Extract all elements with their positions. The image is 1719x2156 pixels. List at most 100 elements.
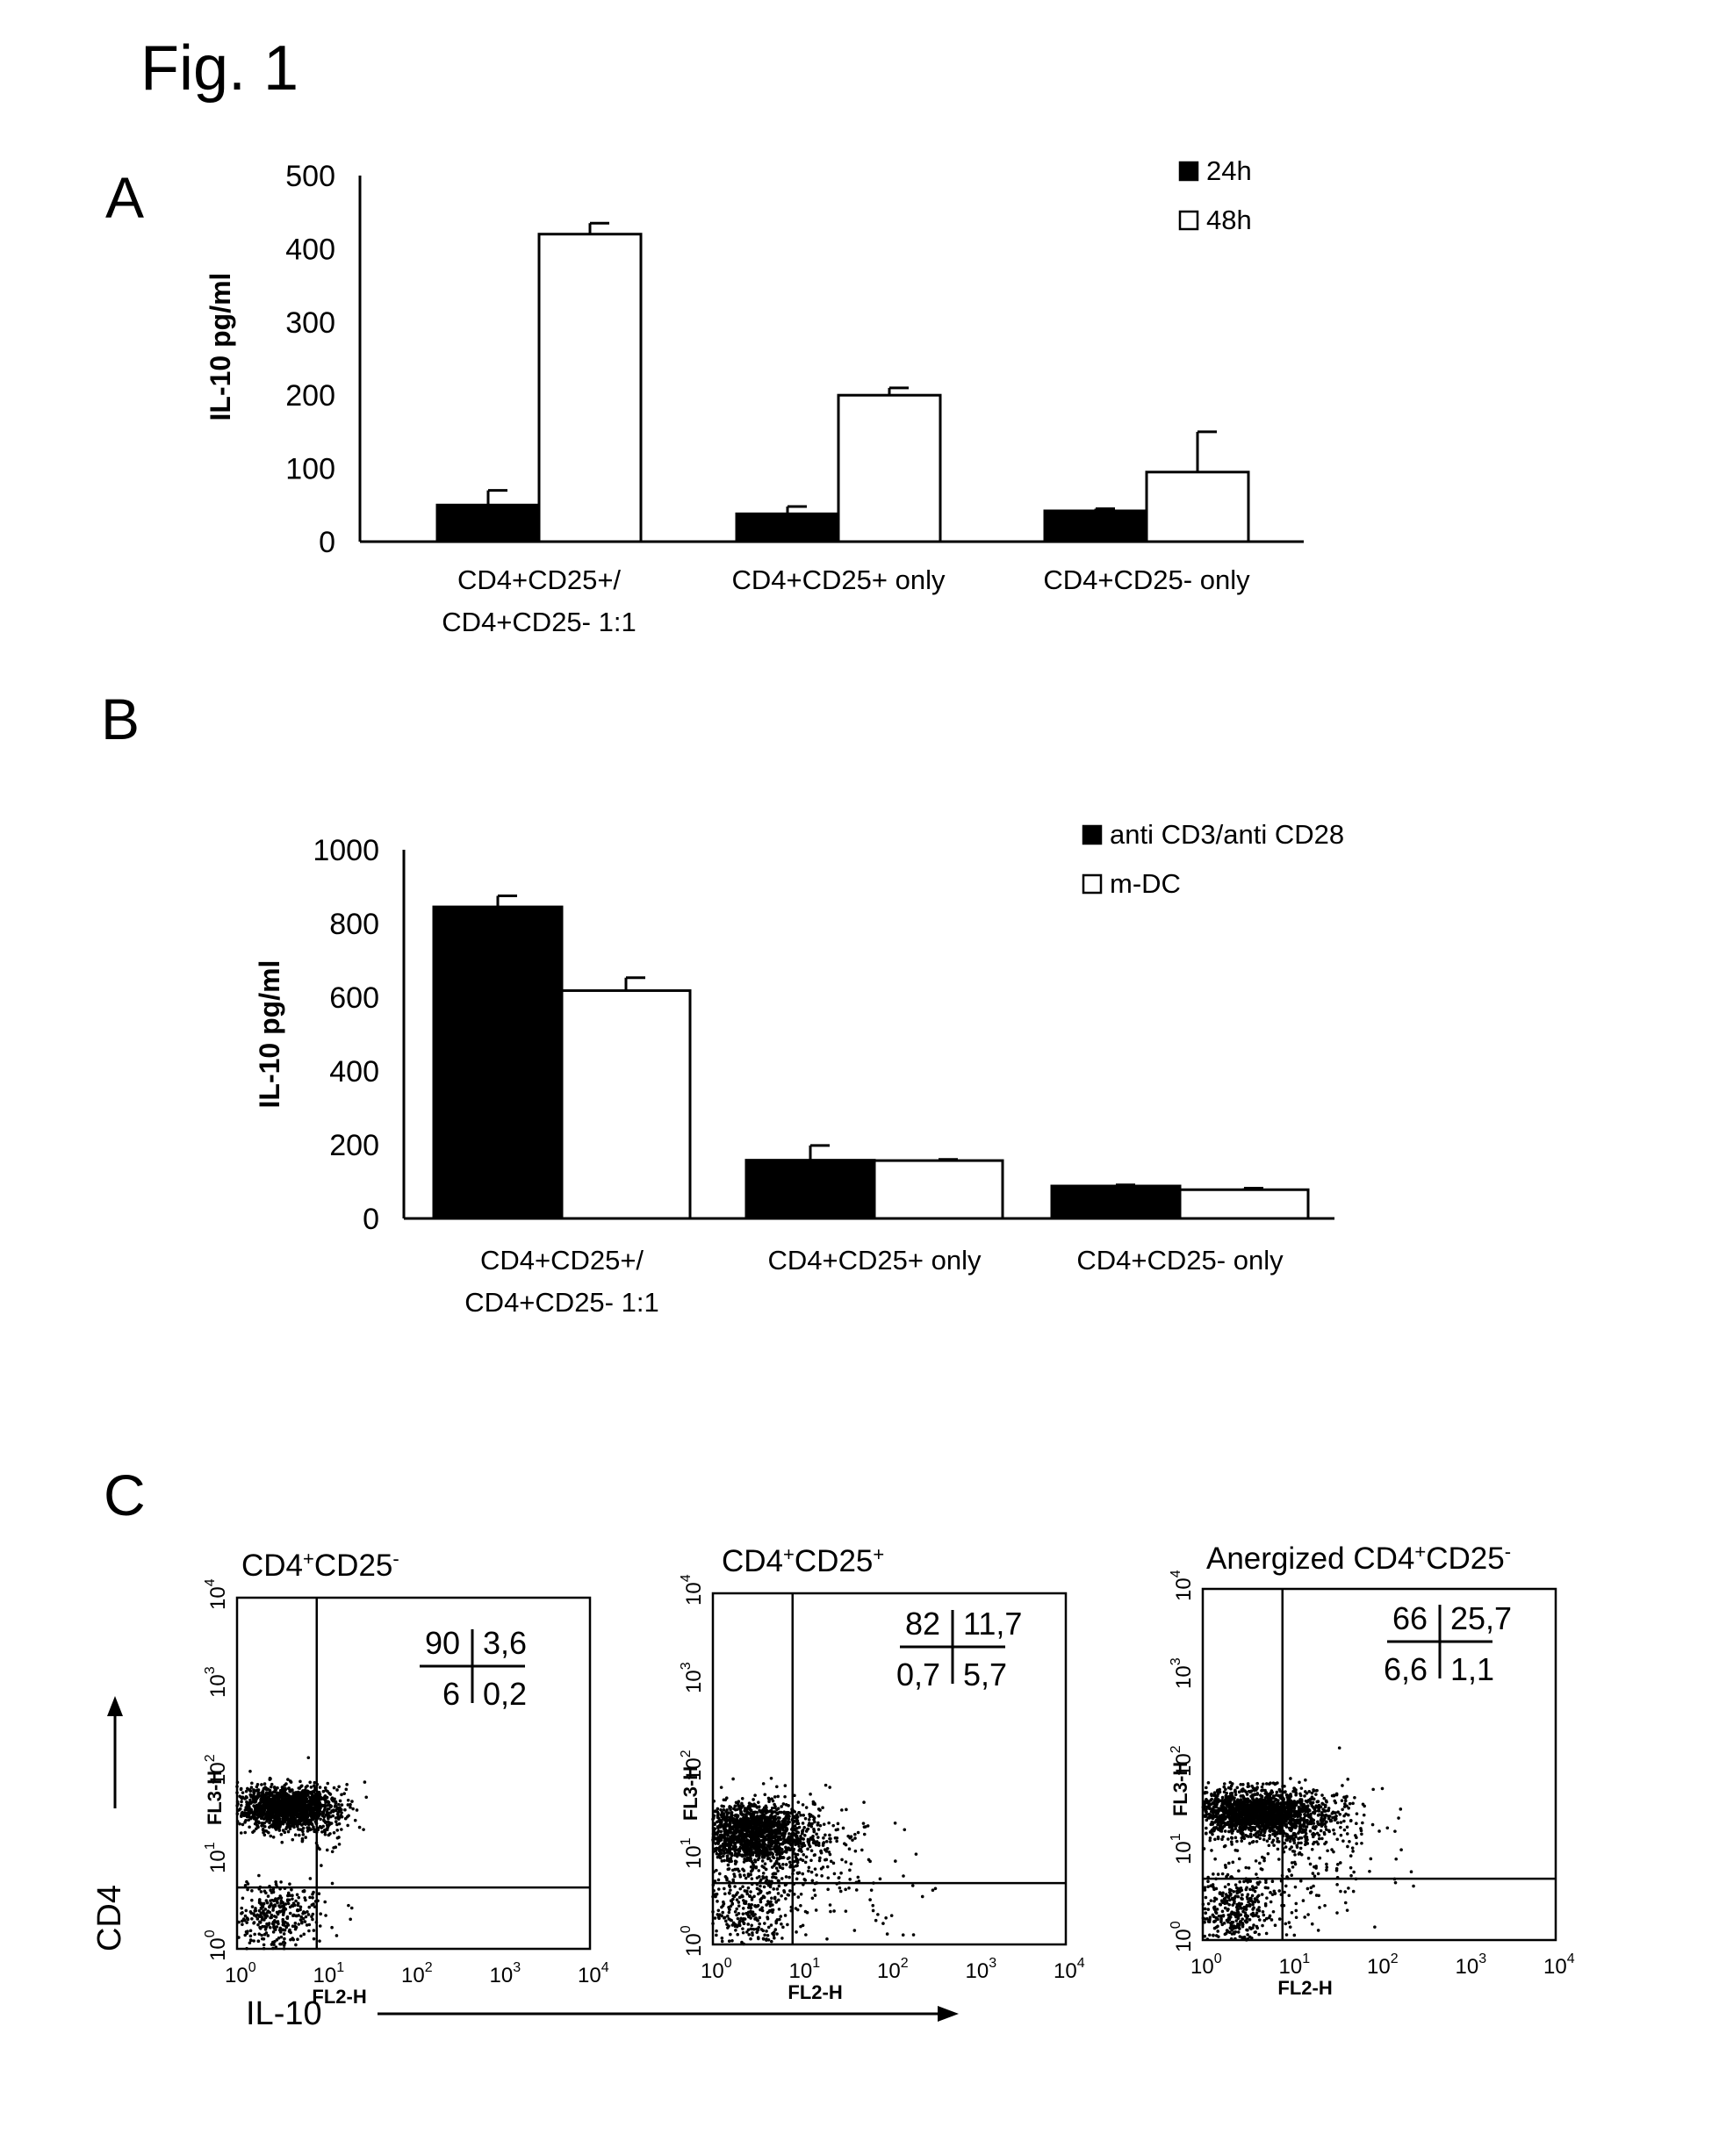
scatter-point [788,1848,792,1852]
scatter-point [309,1811,313,1815]
scatter-point [302,1809,306,1813]
y-tick-label: 104 [203,1578,230,1610]
scatter-point [825,1937,829,1941]
scatter-point [251,1830,255,1834]
scatter-point [763,1823,767,1828]
scatter-point [294,1813,298,1817]
scatter-point [795,1857,799,1861]
scatter-point [738,1807,743,1811]
scatter-point [277,1793,281,1797]
scatter-point [239,1831,243,1835]
scatter-point [262,1943,266,1947]
scatter-point [289,1808,292,1813]
scatter-point [746,1852,750,1857]
scatter-point [756,1800,760,1804]
scatter-point [730,1847,733,1851]
scatter-point [330,1796,334,1800]
scatter-point [862,1800,866,1804]
scatter-point [731,1897,735,1901]
scatter-point [256,1939,261,1944]
scatter-point [878,1877,882,1881]
scatter-point [308,1800,313,1803]
scatter-point [756,1819,759,1823]
scatter-point [317,1892,321,1895]
scatter-point [261,1828,265,1831]
scatter-point [291,1792,295,1795]
scatter-point [813,1894,817,1897]
scatter-point [337,1802,341,1807]
scatter-point [291,1806,295,1810]
scatter-point [720,1820,723,1824]
scatter-point [250,1898,254,1902]
scatter-point [868,1859,872,1864]
scatter-point [319,1797,323,1801]
scatter-point [720,1914,723,1918]
scatter-point [713,1822,716,1825]
scatter-point [733,1874,737,1879]
scatter-point [737,1830,742,1835]
scatter-point [287,1825,291,1829]
legend-swatch [1082,824,1103,845]
scatter-point [308,1877,313,1880]
scatter-point [263,1808,267,1812]
scatter-point [748,1894,752,1899]
scatter-point [269,1903,273,1908]
scatter-point [783,1831,788,1835]
scatter-point [809,1849,814,1852]
scatter-point [727,1939,731,1944]
scatter-point [767,1800,771,1804]
bar [432,905,564,1220]
scatter-point [809,1793,812,1796]
scatter-point [723,1916,726,1920]
scatter-point [734,1822,737,1826]
scatter-point [733,1885,737,1888]
scatter-point [252,1792,256,1795]
scatter-point [728,1891,731,1895]
scatter-point [716,1807,720,1811]
category-label: CD4+CD25+ only [732,564,946,595]
scatter-point [750,1859,754,1864]
scatter-point [303,1798,307,1801]
scatter-point [752,1841,755,1845]
scatter-point [795,1815,800,1819]
y-tick-label: 0 [363,1203,379,1236]
scatter-point [725,1878,729,1882]
scatter-point [1255,1840,1259,1843]
scatter-point [719,1807,723,1812]
x-tick-label: 103 [490,1960,521,1987]
x-tick-label: 103 [966,1956,997,1983]
scatter-point [343,1816,348,1821]
scatter-point [1205,1832,1208,1836]
scatter-point [784,1851,788,1854]
y-tick-label: 400 [285,233,335,266]
scatter-point [291,1818,294,1822]
scatter-point [796,1895,801,1899]
scatter-point [235,1820,240,1823]
scatter-point [749,1937,752,1941]
scatter-point [293,1793,298,1798]
scatter-point [749,1826,753,1830]
scatter-point [277,1909,282,1914]
scatter-point [255,1783,260,1786]
scatter-point [759,1896,764,1901]
scatter-point [747,1933,751,1937]
scatter-point [832,1872,837,1876]
scatter-point [744,1819,748,1823]
scatter-point [737,1849,742,1853]
scatter-point [301,1916,306,1921]
scatter-point [327,1807,331,1811]
scatter-point [810,1896,815,1901]
scatter-point [851,1838,854,1842]
scatter-point [774,1900,779,1903]
scatter-point [739,1843,743,1846]
x-channel-label: FL2-H [312,1986,366,2008]
scatter-point [246,1930,249,1934]
scatter-point [257,1901,262,1905]
scatter-point [746,1816,750,1821]
scatter-point [271,1802,276,1807]
scatter-point [332,1830,336,1835]
scatter-point [330,1925,334,1930]
y-channel-label: FL3-H [204,1771,226,1825]
scatter-point [274,1945,278,1949]
scatter-point [248,1941,252,1945]
